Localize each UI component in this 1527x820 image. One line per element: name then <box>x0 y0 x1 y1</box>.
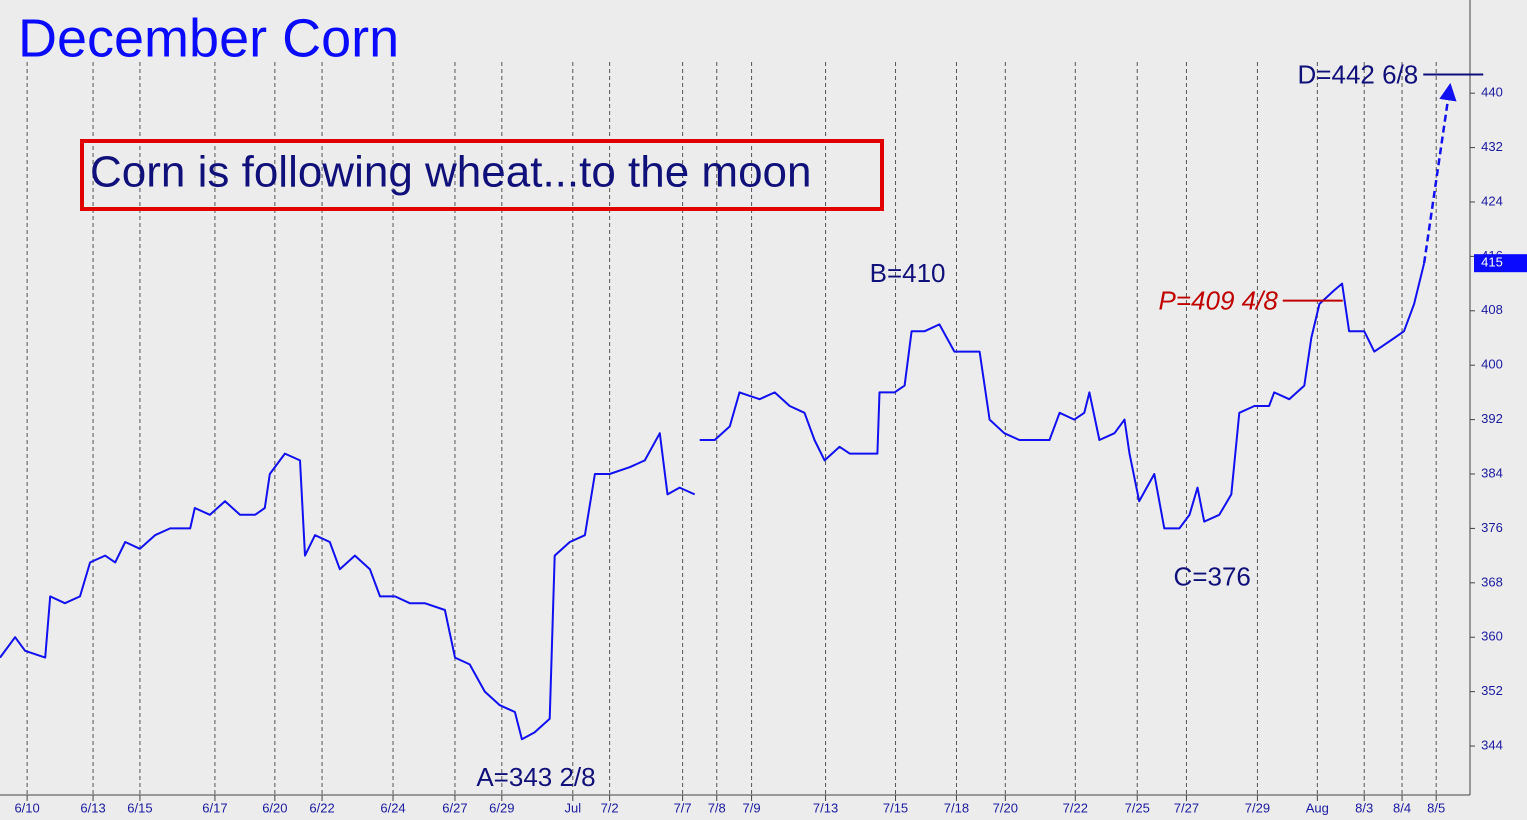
level-label: C=376 <box>1174 561 1251 591</box>
x-tick-label: 8/4 <box>1393 800 1411 815</box>
x-tick-label: 6/20 <box>262 800 287 815</box>
y-tick-label: 368 <box>1481 574 1503 589</box>
y-tick-label: 392 <box>1481 411 1503 426</box>
chart-title: December Corn <box>18 8 399 68</box>
x-tick-label: 7/25 <box>1125 800 1150 815</box>
x-tick-label: 8/5 <box>1427 800 1445 815</box>
x-tick-label: 7/13 <box>813 800 838 815</box>
x-tick-label: 7/29 <box>1245 800 1270 815</box>
x-tick-label: Jul <box>564 800 581 815</box>
last-price-label: 415 <box>1481 255 1503 270</box>
y-tick-label: 376 <box>1481 520 1503 535</box>
y-tick-label: 424 <box>1481 193 1503 208</box>
price-line <box>0 262 1426 741</box>
y-tick-label: 432 <box>1481 139 1503 154</box>
x-tick-label: 6/29 <box>489 800 514 815</box>
x-tick-label: 6/27 <box>442 800 467 815</box>
x-tick-label: 6/24 <box>380 800 405 815</box>
x-tick-label: 7/7 <box>674 800 692 815</box>
y-tick-label: 408 <box>1481 302 1503 317</box>
x-tick-label: Aug <box>1306 800 1329 815</box>
level-label: A=343 2/8 <box>476 762 595 792</box>
y-tick-label: 440 <box>1481 85 1503 100</box>
x-tick-label: 7/27 <box>1174 800 1199 815</box>
level-label: D=442 6/8 <box>1298 59 1419 89</box>
x-tick-label: 6/10 <box>14 800 39 815</box>
x-tick-label: 7/15 <box>883 800 908 815</box>
x-tick-label: 6/15 <box>127 800 152 815</box>
y-tick-label: 384 <box>1481 465 1503 480</box>
x-tick-label: 6/17 <box>202 800 227 815</box>
annotation-box <box>80 139 884 211</box>
y-tick-label: 400 <box>1481 357 1503 372</box>
x-tick-label: 7/20 <box>993 800 1018 815</box>
x-tick-label: 7/2 <box>601 800 619 815</box>
x-tick-label: 8/3 <box>1355 800 1373 815</box>
x-tick-label: 6/13 <box>80 800 105 815</box>
x-tick-label: 7/18 <box>944 800 969 815</box>
x-tick-label: 7/22 <box>1063 800 1088 815</box>
level-label: P=409 4/8 <box>1159 285 1279 315</box>
projection-arrow <box>1422 82 1457 264</box>
y-tick-label: 352 <box>1481 683 1503 698</box>
last-price-box <box>1474 254 1527 273</box>
x-tick-label: 6/22 <box>309 800 334 815</box>
x-tick-label: 7/8 <box>708 800 726 815</box>
y-tick-label: 360 <box>1481 629 1503 644</box>
level-label: B=410 <box>870 258 946 288</box>
annotation-text: Corn is following wheat...to the moon <box>90 148 812 197</box>
y-tick-label: 344 <box>1481 737 1503 752</box>
x-tick-label: 7/9 <box>743 800 761 815</box>
